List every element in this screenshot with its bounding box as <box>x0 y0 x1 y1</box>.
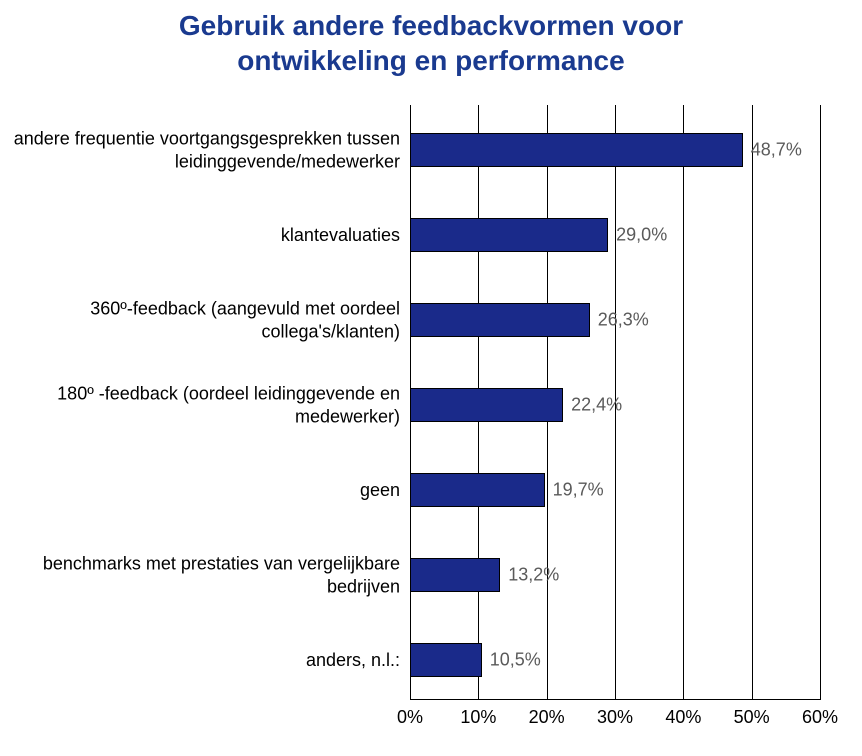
x-tick-label: 60% <box>802 707 838 728</box>
bar <box>410 643 482 677</box>
category-label: andere frequentie voortgangsgesprekken t… <box>5 128 400 173</box>
bar-value-label: 19,7% <box>553 480 604 501</box>
bar <box>410 218 608 252</box>
bar-value-label: 26,3% <box>598 310 649 331</box>
category-label: 360º-feedback (aangevuld met oordeel col… <box>5 298 400 343</box>
bar-value-label: 48,7% <box>751 140 802 161</box>
chart-title-line1: Gebruik andere feedbackvormen voor <box>179 10 683 41</box>
x-tick-label: 50% <box>734 707 770 728</box>
plot-area: 0%10%20%30%40%50%60%48,7%andere frequent… <box>410 105 820 700</box>
category-label: anders, n.l.: <box>5 649 400 672</box>
chart-title-line2: ontwikkeling en performance <box>237 45 624 76</box>
bar-value-label: 29,0% <box>616 225 667 246</box>
gridline <box>820 105 821 700</box>
category-label: klantevaluaties <box>5 224 400 247</box>
x-tick-label: 10% <box>460 707 496 728</box>
bar-value-label: 13,2% <box>508 565 559 586</box>
bar <box>410 558 500 592</box>
x-tick-label: 30% <box>597 707 633 728</box>
bar-value-label: 22,4% <box>571 395 622 416</box>
gridline <box>683 105 684 700</box>
x-tick-label: 20% <box>529 707 565 728</box>
bar-value-label: 10,5% <box>490 650 541 671</box>
chart-title: Gebruik andere feedbackvormen voor ontwi… <box>0 8 862 78</box>
category-label: 180º -feedback (oordeel leidinggevende e… <box>5 383 400 428</box>
bar-chart: Gebruik andere feedbackvormen voor ontwi… <box>0 0 862 756</box>
x-tick-label: 0% <box>397 707 423 728</box>
bar <box>410 133 743 167</box>
category-label: geen <box>5 479 400 502</box>
bar <box>410 473 545 507</box>
bar <box>410 303 590 337</box>
bar <box>410 388 563 422</box>
x-tick-label: 40% <box>665 707 701 728</box>
category-label: benchmarks met prestaties van vergelijkb… <box>5 553 400 598</box>
gridline <box>752 105 753 700</box>
